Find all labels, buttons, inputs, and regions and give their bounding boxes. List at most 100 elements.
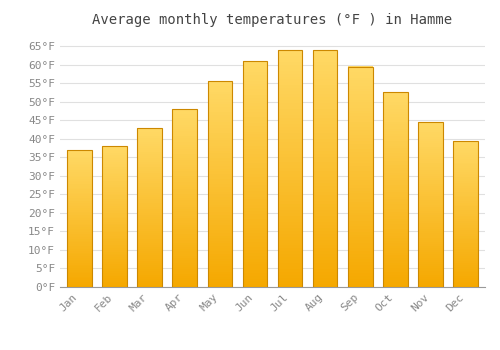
Bar [208,223,232,225]
Bar [383,180,407,182]
Bar [454,258,478,260]
Bar [313,115,338,118]
Bar [313,71,338,74]
Bar [172,205,197,207]
Bar [208,148,232,151]
Bar [67,279,92,280]
Bar [278,284,302,287]
Bar [172,116,197,118]
Bar [102,229,126,231]
Bar [67,260,92,261]
Bar [418,236,443,238]
Bar [208,195,232,197]
Bar [278,83,302,85]
Bar [383,102,407,105]
Bar [67,177,92,179]
Bar [454,241,478,243]
Bar [278,275,302,278]
Bar [242,84,267,86]
Bar [138,269,162,271]
Bar [313,257,338,260]
Bar [313,56,338,59]
Bar [208,182,232,184]
Bar [278,204,302,207]
Bar [454,168,478,170]
Bar [102,222,126,224]
Bar [383,156,407,158]
Bar [348,102,372,105]
Bar [278,150,302,154]
Bar [242,208,267,211]
Bar [208,243,232,246]
Bar [454,263,478,265]
Bar [208,94,232,97]
Bar [102,259,126,261]
Bar [278,210,302,213]
Bar [454,153,478,155]
Bar [383,95,407,97]
Bar [172,111,197,113]
Bar [208,135,232,138]
Bar [418,203,443,204]
Bar [172,231,197,234]
Bar [313,245,338,248]
Bar [172,127,197,129]
Bar [278,174,302,177]
Bar [208,81,232,84]
Bar [348,119,372,122]
Bar [208,277,232,279]
Bar [454,203,478,205]
Bar [208,143,232,146]
Bar [383,117,407,119]
Bar [102,188,126,190]
Bar [418,221,443,223]
Bar [348,193,372,196]
Bar [138,233,162,235]
Bar [138,215,162,217]
Bar [278,133,302,136]
Bar [208,156,232,159]
Bar [383,236,407,238]
Bar [278,127,302,130]
Bar [172,234,197,236]
Bar [172,180,197,182]
Bar [172,243,197,245]
Bar [313,154,338,156]
Bar [138,231,162,233]
Bar [348,237,372,240]
Bar [278,115,302,118]
Bar [383,246,407,248]
Bar [242,129,267,132]
Bar [102,201,126,203]
Bar [278,269,302,272]
Bar [418,192,443,194]
Bar [172,236,197,238]
Bar [208,192,232,195]
Bar [313,213,338,216]
Bar [418,172,443,174]
Bar [454,150,478,152]
Bar [348,199,372,202]
Bar [242,126,267,129]
Bar [313,156,338,160]
Bar [138,247,162,249]
Bar [313,239,338,243]
Bar [418,256,443,258]
Bar [383,204,407,207]
Bar [383,216,407,219]
Bar [348,105,372,108]
Bar [383,153,407,156]
Bar [102,264,126,266]
Bar [172,145,197,147]
Bar [383,282,407,285]
Bar [313,121,338,124]
Bar [278,56,302,59]
Bar [454,141,478,287]
Bar [208,112,232,115]
Bar [172,156,197,158]
Bar [454,159,478,161]
Bar [348,202,372,204]
Bar [138,146,162,148]
Bar [67,218,92,220]
Bar [138,186,162,187]
